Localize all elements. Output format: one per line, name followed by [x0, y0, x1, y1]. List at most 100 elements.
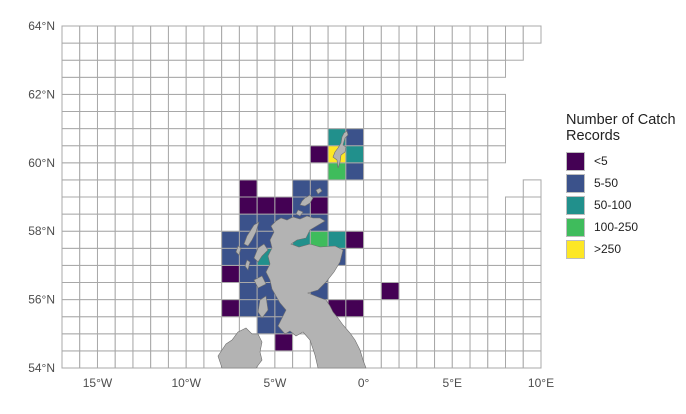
- grid-cell: [469, 25, 489, 44]
- data-cell: [221, 230, 240, 249]
- grid-cell: [292, 350, 311, 369]
- y-tick-label: 56°N: [28, 293, 55, 307]
- grid-cell: [522, 350, 542, 369]
- grid-cell: [61, 93, 81, 113]
- grid-cell: [132, 316, 152, 335]
- y-tick-label: 58°N: [28, 224, 55, 238]
- grid-cell: [363, 179, 382, 198]
- legend-swatch: [566, 173, 585, 193]
- grid-cell: [79, 299, 98, 318]
- grid-cell: [363, 76, 382, 95]
- grid-cell: [487, 247, 507, 266]
- grid-cell: [434, 42, 453, 61]
- grid-cell: [522, 299, 542, 318]
- grid-cell: [398, 76, 418, 95]
- grid-cell: [380, 230, 400, 249]
- grid-cell: [292, 145, 311, 164]
- grid-cell: [363, 282, 382, 301]
- legend-swatch: [566, 151, 585, 171]
- grid-cell: [309, 42, 329, 61]
- grid-cell: [487, 230, 507, 249]
- grid-cell: [167, 350, 187, 369]
- land-shetland: [332, 130, 349, 169]
- grid-cell: [114, 247, 134, 266]
- grid-cell: [61, 247, 81, 266]
- grid-cell: [114, 128, 134, 147]
- grid-cell: [363, 196, 382, 215]
- grid-cell: [96, 264, 116, 283]
- grid-cell: [203, 162, 223, 181]
- axes: 15°W 10°W 5°W 0° 5°E 10°E 54°N 56°N 58°N 60°N 62°N…: [28, 19, 554, 390]
- grid-cell: [363, 111, 382, 130]
- grid-cell: [469, 299, 489, 318]
- legend: Number of Catch Records <5 5-50 50-100 1…: [566, 112, 676, 260]
- grid-cell: [150, 196, 169, 215]
- grid-cell: [416, 350, 436, 369]
- grid-cell: [469, 350, 489, 369]
- grid-cell: [96, 350, 116, 369]
- grid-cell: [114, 196, 134, 215]
- grid-cell: [505, 213, 524, 232]
- grid-cell: [114, 59, 134, 78]
- grid-cell: [451, 128, 471, 147]
- grid-cell: [345, 59, 365, 78]
- grid-cell: [274, 179, 294, 198]
- grid-cell: [292, 25, 311, 44]
- grid-cell: [309, 93, 329, 113]
- grid-cell: [451, 145, 471, 164]
- land-orkney: [295, 187, 323, 217]
- grid-cell: [363, 213, 382, 232]
- grid-cell: [469, 179, 489, 198]
- grid-cell: [96, 213, 116, 232]
- grid-cell: [522, 179, 542, 198]
- grid-cell: [96, 333, 116, 352]
- grid-cell: [363, 350, 382, 369]
- grid-cell: [132, 264, 152, 283]
- grid-cell: [363, 42, 382, 61]
- grid-cell: [416, 316, 436, 335]
- grid-cell: [96, 282, 116, 301]
- grid-cell: [274, 128, 294, 147]
- grid-cell: [185, 230, 205, 249]
- data-cell: [292, 179, 311, 198]
- grid-cell: [79, 282, 98, 301]
- legend-label: 50-100: [594, 198, 632, 212]
- grid-cell: [274, 25, 294, 44]
- grid-cell: [398, 162, 418, 181]
- y-tick-label: 54°N: [28, 361, 55, 375]
- grid-cell: [469, 230, 489, 249]
- grid-cell: [167, 128, 187, 147]
- data-cell: [238, 282, 258, 301]
- grid-cell: [114, 316, 134, 335]
- grid-cell: [238, 42, 258, 61]
- grid-cell: [150, 230, 169, 249]
- grid-cell: [487, 111, 507, 130]
- grid-cell: [221, 93, 240, 113]
- grid-cell: [434, 247, 453, 266]
- legend-item: >250: [566, 238, 676, 260]
- grid-cell: [469, 247, 489, 266]
- grid-cell: [487, 145, 507, 164]
- grid-cell: [96, 93, 116, 113]
- grid-cell: [398, 282, 418, 301]
- grid-cell: [61, 42, 81, 61]
- grid-cell: [150, 299, 169, 318]
- grid-cell: [505, 333, 524, 352]
- grid-cell: [522, 25, 542, 44]
- grid-cell: [79, 230, 98, 249]
- grid-cell: [132, 145, 152, 164]
- data-cell: [221, 299, 240, 318]
- grid-cell: [96, 76, 116, 95]
- grid-cell: [61, 299, 81, 318]
- grid-cell: [203, 59, 223, 78]
- grid-cell: [292, 42, 311, 61]
- grid-cell: [451, 264, 471, 283]
- grid-cell: [256, 42, 276, 61]
- grid-cell: [274, 42, 294, 61]
- grid-cell: [114, 42, 134, 61]
- grid-cell: [505, 299, 524, 318]
- grid-cell: [274, 59, 294, 78]
- grid-cell: [256, 25, 276, 44]
- grid-cell: [167, 59, 187, 78]
- grid-cell: [167, 76, 187, 95]
